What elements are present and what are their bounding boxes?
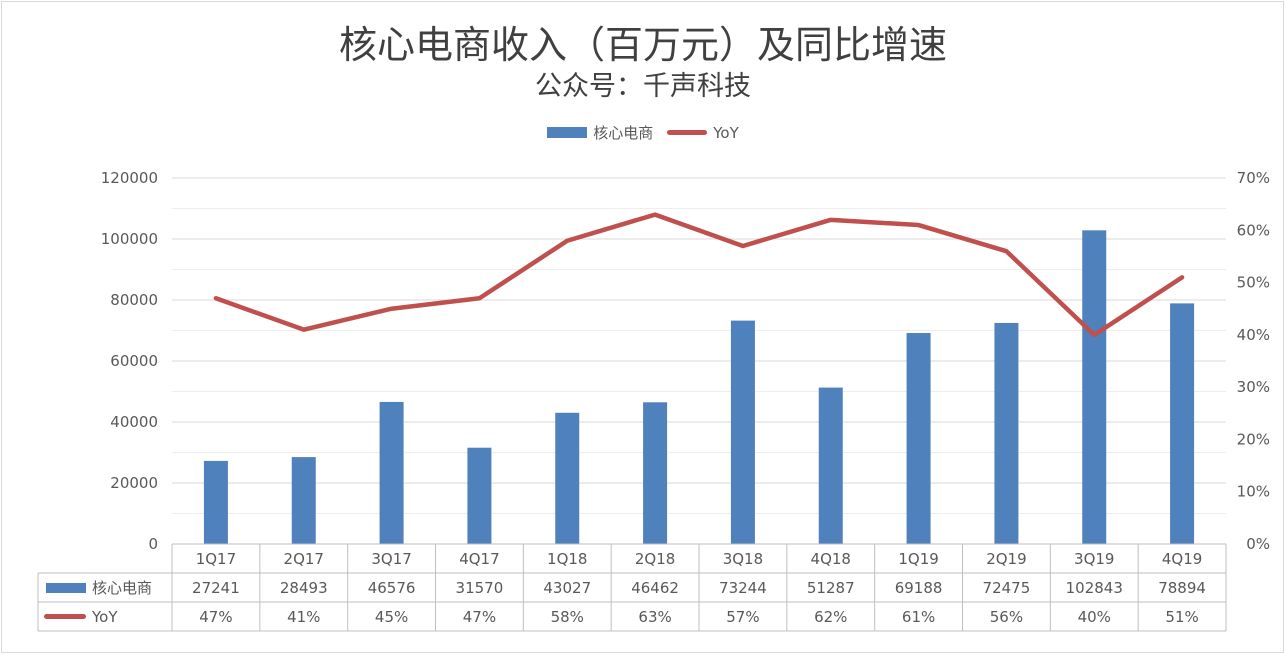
chart-subtitle: 公众号：千声科技 bbox=[535, 71, 751, 102]
table-cell-yoy-value: 51% bbox=[1165, 608, 1198, 626]
table-cell-yoy-value: 56% bbox=[990, 608, 1023, 626]
bar bbox=[818, 387, 843, 544]
bar bbox=[1170, 303, 1195, 544]
chart-title: 核心电商收入（百万元）及同比增速 bbox=[338, 23, 947, 67]
yoy-line bbox=[213, 212, 1185, 338]
table-cell-yoy-value: 58% bbox=[551, 608, 584, 626]
table-cell-yoy-value: 61% bbox=[902, 608, 935, 626]
table-cell-bar-value: 72475 bbox=[983, 579, 1031, 597]
table-row-label-line: YoY bbox=[91, 608, 118, 626]
y-right-tick-label: 50% bbox=[1237, 274, 1270, 292]
x-tick-label: 3Q17 bbox=[371, 550, 411, 568]
y-right-tick-label: 40% bbox=[1237, 326, 1270, 344]
bar bbox=[1082, 230, 1107, 544]
y-left-tick-label: 80000 bbox=[110, 291, 158, 309]
table-cell-yoy-value: 57% bbox=[726, 608, 759, 626]
table-swatch-line bbox=[44, 614, 86, 619]
table-cell-bar-value: 46462 bbox=[631, 579, 679, 597]
table-cell-yoy-value: 45% bbox=[375, 608, 408, 626]
y-left-tick-label: 20000 bbox=[110, 474, 158, 492]
y-right-tick-label: 0% bbox=[1246, 535, 1270, 553]
y-left-tick-label: 100000 bbox=[101, 230, 158, 248]
bar bbox=[379, 401, 404, 544]
table-cell-bar-value: 31570 bbox=[456, 579, 504, 597]
x-tick-label: 2Q19 bbox=[986, 550, 1026, 568]
legend: 核心电商 YoY bbox=[0, 122, 1286, 143]
bar bbox=[291, 457, 316, 544]
x-tick-label: 2Q18 bbox=[635, 550, 675, 568]
x-tick-label: 4Q18 bbox=[811, 550, 851, 568]
y-right-tick-label: 10% bbox=[1237, 483, 1270, 501]
x-tick-label: 3Q18 bbox=[723, 550, 763, 568]
table-cell-bar-value: 69188 bbox=[895, 579, 943, 597]
table-row-label-bar: 核心电商 bbox=[92, 579, 152, 597]
x-tick-label: 3Q19 bbox=[1074, 550, 1114, 568]
table-cell-bar-value: 78894 bbox=[1158, 579, 1206, 597]
bar bbox=[994, 322, 1019, 544]
table-cell-yoy-value: 41% bbox=[287, 608, 320, 626]
table-cell-bar-value: 43027 bbox=[543, 579, 591, 597]
table-cell-yoy-value: 47% bbox=[199, 608, 232, 626]
table-cell-yoy-value: 62% bbox=[814, 608, 847, 626]
bar bbox=[203, 460, 228, 544]
table-cell-bar-value: 51287 bbox=[807, 579, 855, 597]
legend-label-line: YoY bbox=[713, 123, 739, 142]
y-right-tick-label: 20% bbox=[1237, 430, 1270, 448]
y-left-tick-label: 40000 bbox=[110, 413, 158, 431]
legend-item-bar: 核心电商 bbox=[547, 122, 653, 143]
x-tick-label: 1Q19 bbox=[898, 550, 938, 568]
y-left-tick-label: 60000 bbox=[110, 352, 158, 370]
y-right-tick-label: 70% bbox=[1237, 169, 1270, 187]
bar bbox=[467, 447, 492, 544]
y-left-tick-label: 120000 bbox=[101, 169, 158, 187]
table-cell-yoy-value: 63% bbox=[638, 608, 671, 626]
y-right-tick-label: 30% bbox=[1237, 378, 1270, 396]
x-tick-label: 1Q17 bbox=[196, 550, 236, 568]
x-tick-label: 4Q17 bbox=[459, 550, 499, 568]
table-cell-yoy-value: 47% bbox=[463, 608, 496, 626]
table-cell-bar-value: 46576 bbox=[368, 579, 416, 597]
table-cell-yoy-value: 40% bbox=[1078, 608, 1111, 626]
legend-item-line: YoY bbox=[667, 124, 739, 142]
x-tick-label: 1Q18 bbox=[547, 550, 587, 568]
legend-label-bar: 核心电商 bbox=[593, 124, 654, 142]
bar bbox=[555, 412, 580, 544]
legend-swatch-bar bbox=[547, 127, 588, 138]
table-cell-bar-value: 27241 bbox=[192, 579, 240, 597]
y-right-tick-label: 60% bbox=[1237, 221, 1270, 239]
legend-swatch-line bbox=[667, 130, 708, 135]
table-swatch-bar bbox=[46, 583, 86, 593]
table-cell-bar-value: 102843 bbox=[1066, 579, 1123, 597]
y-left-tick-label: 0 bbox=[148, 535, 158, 553]
bar bbox=[643, 402, 668, 544]
x-tick-label: 4Q19 bbox=[1162, 550, 1202, 568]
table-cell-bar-value: 73244 bbox=[719, 579, 767, 597]
bar bbox=[730, 320, 755, 544]
table-cell-bar-value: 28493 bbox=[280, 579, 328, 597]
x-tick-label: 2Q17 bbox=[284, 550, 324, 568]
bar bbox=[906, 332, 931, 544]
